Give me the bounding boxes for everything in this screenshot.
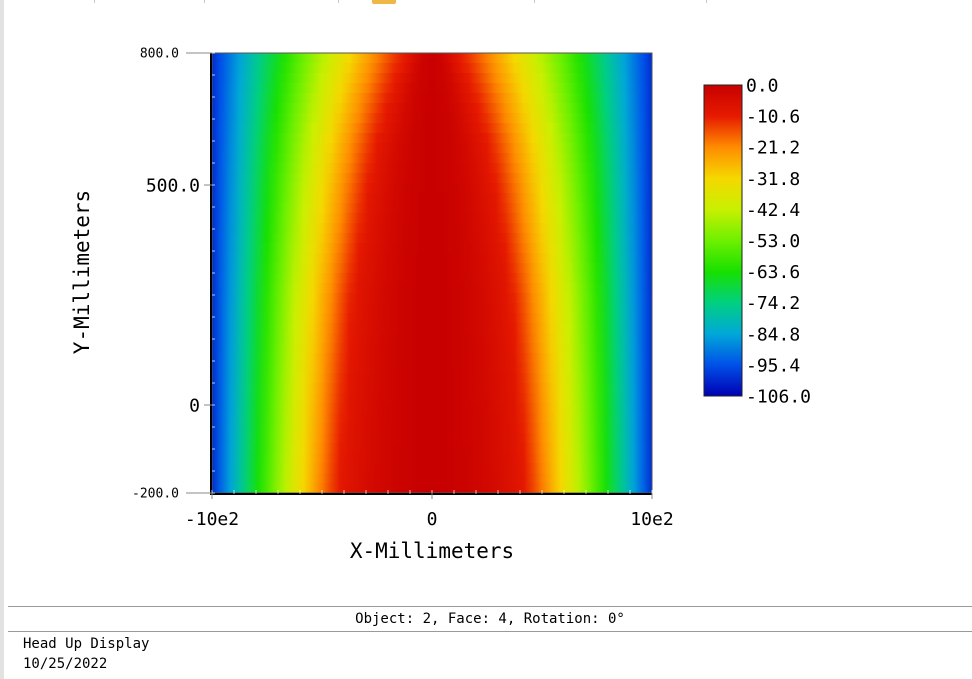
heatmap-row — [212, 383, 652, 394]
heatmap-row — [212, 373, 652, 384]
heatmap-row — [212, 293, 652, 304]
axes: -10e2 0 10e2 800.0 500.0 0 -200.0 — [132, 47, 674, 530]
heatmap-row — [212, 153, 652, 164]
colorbar-label: -21.2 — [746, 138, 800, 159]
heatmap-row — [212, 263, 652, 274]
y-tick-label: 800.0 — [140, 47, 179, 62]
tab-divider — [534, 0, 535, 3]
info-panel: Head Up Display 10/25/2022 — [8, 632, 972, 679]
tab-divider — [338, 0, 339, 3]
heatmap-row — [212, 243, 652, 254]
y-tick-label: -200.0 — [132, 487, 179, 502]
colorbar-label: -10.6 — [746, 107, 800, 128]
heatmap-row — [212, 463, 652, 474]
colorbar-label: -74.2 — [746, 293, 800, 314]
x-tick-label: 10e2 — [630, 509, 673, 530]
heatmap-row — [212, 483, 652, 494]
info-date: 10/25/2022 — [23, 656, 108, 672]
colorbar-label: -95.4 — [746, 355, 800, 376]
heatmap-row — [212, 203, 652, 214]
heatmap-row — [212, 393, 652, 404]
heatmap-row — [212, 83, 652, 94]
heatmap-row — [212, 443, 652, 454]
heatmap-row — [212, 73, 652, 84]
heatmap-row — [212, 53, 652, 64]
colorbar-label: -84.8 — [746, 324, 800, 345]
colorbar-label: -106.0 — [746, 387, 811, 408]
heatmap-row — [212, 303, 652, 314]
colorbar-label: -31.8 — [746, 169, 800, 190]
heatmap-row — [212, 453, 652, 464]
heatmap-row — [212, 123, 652, 134]
heatmap-row — [212, 113, 652, 124]
heatmap-row — [212, 63, 652, 74]
heatmap-row — [212, 133, 652, 144]
heatmap-row — [212, 333, 652, 344]
heatmap-row — [212, 253, 652, 264]
status-bar: Object: 2, Face: 4, Rotation: 0° — [8, 606, 972, 632]
heatmap-row — [212, 343, 652, 354]
heatmap-row — [212, 223, 652, 234]
colorbar-label: -63.6 — [746, 262, 800, 283]
heatmap-row — [212, 363, 652, 374]
colorbar-gradient — [703, 84, 743, 397]
heatmap-row — [212, 183, 652, 194]
heatmap-row — [212, 163, 652, 174]
colorbar-label: -42.4 — [746, 200, 800, 221]
heatmap-row — [212, 353, 652, 364]
x-tick-label: -10e2 — [185, 509, 239, 530]
status-text: Object: 2, Face: 4, Rotation: 0° — [355, 611, 625, 627]
colorbar-label: -53.0 — [746, 231, 800, 252]
y-axis-label: Y-Millimeters — [70, 190, 94, 354]
heatmap-row — [212, 143, 652, 154]
colorbar-label: 0.0 — [746, 76, 779, 97]
heatmap-row — [212, 313, 652, 324]
heatmap-row — [212, 433, 652, 444]
y-tick-label: 500.0 — [146, 175, 200, 196]
plot-area — [212, 53, 652, 494]
window-left-edge — [0, 0, 4, 679]
x-axis-label: X-Millimeters — [350, 539, 514, 563]
heatmap-row — [212, 473, 652, 484]
heatmap-row — [212, 93, 652, 104]
heatmap-row — [212, 423, 652, 434]
info-title: Head Up Display — [23, 636, 150, 652]
heatmap-row — [212, 193, 652, 204]
heatmap-row — [212, 323, 652, 334]
heatmap-row — [212, 233, 652, 244]
heatmap-row — [212, 403, 652, 414]
tab-divider — [706, 0, 707, 3]
active-tab-indicator[interactable] — [372, 0, 396, 4]
heatmap-row — [212, 173, 652, 184]
heatmap-chart: -10e2 0 10e2 800.0 500.0 0 -200.0 0.0 -10.6 -21.… — [70, 47, 811, 563]
y-tick-label: 0 — [189, 395, 200, 416]
heatmap-row — [212, 413, 652, 424]
colorbar: 0.0 -10.6 -21.2 -31.8 -42.4 -53.0 -63.6 -74.2 -8… — [703, 76, 811, 408]
x-tick-label: 0 — [427, 509, 438, 530]
tab-divider — [204, 0, 205, 3]
top-tab-strip — [4, 0, 972, 3]
tab-divider — [94, 0, 95, 3]
heatmap-row — [212, 283, 652, 294]
heatmap-row — [212, 213, 652, 224]
heatmap-row — [212, 103, 652, 114]
heatmap-row — [212, 273, 652, 284]
